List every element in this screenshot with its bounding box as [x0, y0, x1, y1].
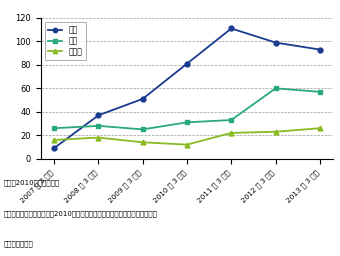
米州: [185, 121, 189, 124]
アジア: [141, 141, 145, 144]
欧州: [185, 62, 189, 65]
Line: アジア: アジア: [52, 126, 322, 147]
米州: [274, 87, 278, 90]
米州: [318, 90, 322, 93]
欧州: [229, 27, 233, 30]
アジア: [229, 131, 233, 134]
欧州: [52, 147, 56, 150]
アジア: [318, 127, 322, 130]
Legend: 欧州, 米州, アジア: 欧州, 米州, アジア: [45, 22, 86, 60]
Line: 米州: 米州: [52, 86, 322, 132]
米州: [229, 119, 233, 122]
アジア: [274, 130, 278, 133]
Text: から作成。: から作成。: [3, 241, 33, 247]
Text: 備考：2010年は見通し。: 備考：2010年は見通し。: [3, 179, 59, 186]
アジア: [185, 143, 189, 146]
アジア: [96, 136, 100, 139]
米州: [52, 127, 56, 130]
Line: 欧州: 欧州: [52, 26, 322, 151]
アジア: [52, 138, 56, 142]
欧州: [141, 97, 145, 100]
米州: [96, 124, 100, 127]
欧州: [274, 41, 278, 44]
米州: [141, 128, 145, 131]
欧州: [318, 48, 322, 51]
欧州: [96, 114, 100, 117]
Text: 資料：株式会社サンリオ（2010）「世界に広がるサンリオビジネスモデル」: 資料：株式会社サンリオ（2010）「世界に広がるサンリオビジネスモデル」: [3, 210, 157, 217]
